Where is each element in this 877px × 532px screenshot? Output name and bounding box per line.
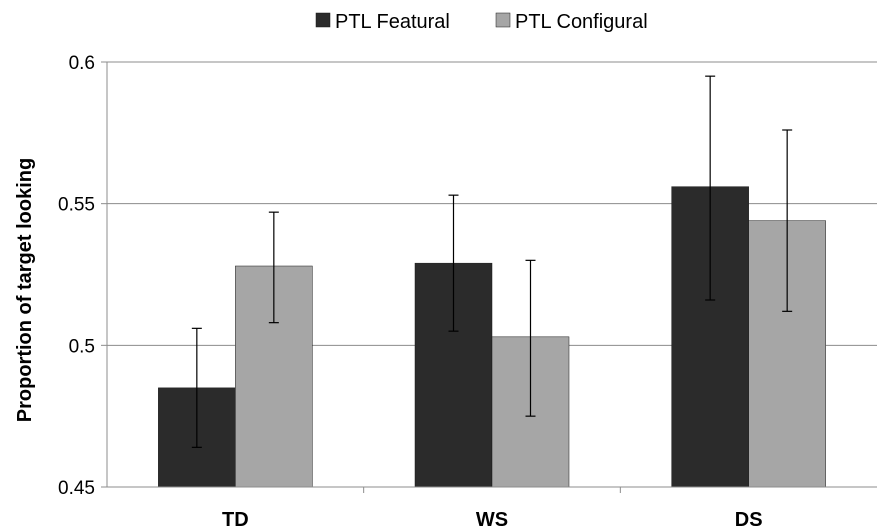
legend-swatch bbox=[495, 12, 511, 28]
legend: PTL Featural PTL Configural bbox=[315, 11, 648, 33]
bars bbox=[158, 186, 826, 488]
y-tick-label: 0.55 bbox=[58, 195, 95, 216]
x-tick-label: WS bbox=[476, 509, 508, 531]
legend-label: PTL Featural bbox=[335, 11, 450, 33]
y-tick-label: 0.6 bbox=[69, 53, 95, 74]
error-bars bbox=[191, 75, 793, 448]
x-tick-label: TD bbox=[222, 509, 249, 531]
y-tick-label: 0.5 bbox=[69, 336, 95, 357]
tick-labels: 0.45 0.5 0.55 0.6 TD WS DS bbox=[58, 53, 763, 531]
legend-swatch bbox=[315, 12, 331, 28]
axes bbox=[101, 61, 877, 493]
legend-label: PTL Configural bbox=[515, 11, 648, 33]
x-tick-label: DS bbox=[735, 509, 763, 531]
y-axis-title: Proportion of target looking bbox=[14, 158, 36, 422]
y-tick-label: 0.45 bbox=[58, 478, 95, 499]
